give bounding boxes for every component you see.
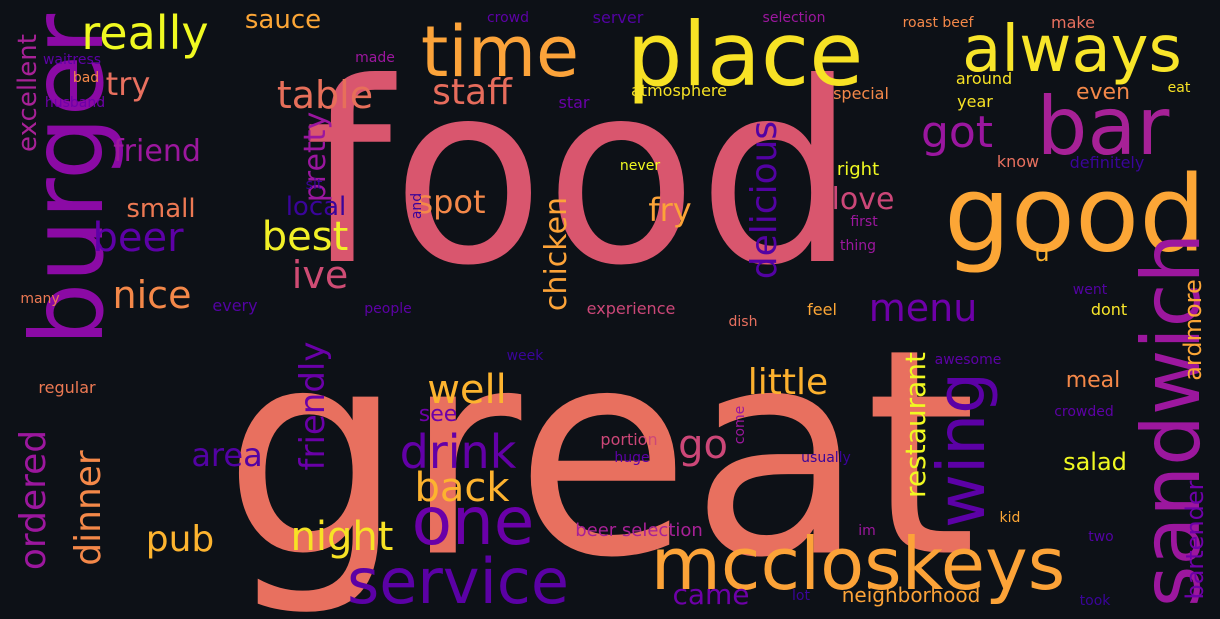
word-always: always (962, 13, 1182, 87)
word-portion: portion (600, 430, 658, 449)
word-spot: spot (416, 183, 486, 221)
word-crowded: crowded (1054, 404, 1114, 420)
word-experience: experience (586, 299, 676, 318)
word-went: went (1072, 282, 1108, 298)
word-fry: fry (648, 191, 692, 229)
word-two: two (1088, 529, 1114, 545)
word-ardmore: ardmore (1179, 279, 1207, 381)
word-thing: thing (839, 238, 877, 254)
word-come: come (732, 405, 748, 445)
word-bartender: bartender (1181, 480, 1209, 600)
word-little: little (747, 362, 829, 403)
word-got: got (920, 107, 994, 158)
word-table: table (276, 73, 374, 117)
word-good: good (944, 153, 1206, 276)
word-really: really (81, 6, 209, 60)
word-place: place (626, 3, 864, 106)
word-people: people (364, 301, 412, 317)
word-husband: husband (44, 95, 106, 111)
word-awesome: awesome (934, 352, 1002, 368)
word-well: well (427, 367, 507, 413)
word-server: server (592, 8, 644, 27)
word-area: area (191, 436, 263, 474)
word-right: right (836, 159, 880, 180)
word-eat: eat (1167, 80, 1191, 96)
word-atmosphere: atmosphere (631, 81, 727, 100)
word-roast-beef: roast beef (902, 15, 974, 31)
word-star: star (558, 93, 590, 112)
word-staff: staff (432, 72, 512, 113)
word-feel: feel (807, 300, 837, 319)
word-definitely: definitely (1069, 153, 1145, 172)
word-food: food (303, 29, 857, 320)
word-kid: kid (999, 510, 1021, 526)
word-restaurant: restaurant (899, 352, 932, 498)
word-see: see (418, 402, 458, 427)
word-usually: usually (801, 450, 851, 466)
word-even: even (1075, 80, 1131, 105)
word-week: week (506, 348, 544, 364)
word-neighborhood: neighborhood (841, 583, 981, 607)
word-huge: huge (614, 450, 650, 466)
word-sauce: sauce (244, 5, 322, 35)
word-drink: drink (399, 425, 517, 479)
word-special: special (833, 84, 889, 103)
word-waitress: waitress (42, 52, 102, 68)
word-night: night (290, 514, 394, 560)
word-time: time (420, 11, 580, 93)
word-pub: pub (145, 519, 215, 560)
word-mccloskeys: mccloskeys (650, 522, 1066, 606)
word-excellent: excellent (13, 34, 43, 152)
word-many: many (20, 291, 60, 307)
word-know: know (996, 152, 1040, 171)
word-around: around (955, 69, 1013, 88)
word-im: im (858, 523, 876, 539)
word-lot: lot (792, 588, 810, 604)
word-took: took (1079, 593, 1111, 609)
word-salad: salad (1063, 448, 1127, 476)
word-nice: nice (112, 273, 192, 317)
word-local: local (285, 192, 347, 222)
word-sit: sit (305, 177, 323, 193)
word-one: one (411, 483, 535, 560)
word-meal: meal (1065, 368, 1121, 393)
word-love: love (831, 182, 895, 217)
word-go: go (678, 422, 728, 468)
word-dinner: dinner (68, 450, 109, 566)
word-crowd: crowd (486, 10, 530, 26)
word-best: best (261, 214, 349, 260)
word-beer-selection: beer selection (575, 520, 703, 541)
word-great: great (223, 288, 977, 619)
word-small: small (126, 194, 196, 224)
word-regular: regular (38, 378, 96, 397)
word-every: every (212, 296, 258, 315)
word-year: year (957, 92, 993, 111)
word-beer: beer (92, 215, 184, 261)
word-try: try (105, 65, 151, 103)
word-chicken: chicken (539, 196, 574, 312)
word-delicious: delicious (744, 120, 785, 280)
word-wing: wing (923, 371, 1000, 529)
word-never: never (619, 158, 661, 174)
word-bar: bar (1036, 80, 1170, 173)
word-dish: dish (728, 314, 758, 330)
word-back: back (414, 465, 510, 511)
word-bad: bad (72, 70, 100, 86)
word-menu: menu (868, 286, 978, 330)
word-service: service (346, 545, 570, 618)
word-made: made (355, 50, 395, 66)
word-dont: dont (1090, 300, 1128, 319)
word-came: came (672, 578, 750, 611)
word-and: and (409, 192, 425, 220)
word-first: first (850, 214, 878, 230)
word-friend: friend (113, 134, 201, 169)
word-friendly: friendly (293, 341, 333, 471)
word-make: make (1051, 13, 1095, 32)
word-u: u (1034, 239, 1050, 267)
word-ive: ive (291, 253, 349, 297)
word-ordered: ordered (13, 429, 54, 571)
word-selection: selection (762, 10, 826, 26)
